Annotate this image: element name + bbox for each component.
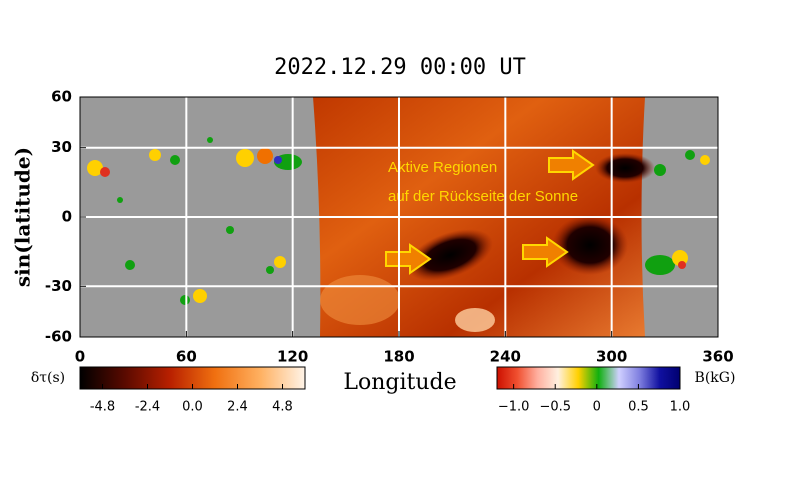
x-tick-label: 0 bbox=[75, 348, 85, 366]
arrows bbox=[385, 149, 595, 275]
x-axis-label: Longitude bbox=[343, 370, 456, 395]
colorbar-tick-label: -2.4 bbox=[135, 400, 160, 415]
colorbar-tick-label: 1.0 bbox=[670, 400, 691, 415]
colorbar-tick-label: -4.8 bbox=[90, 400, 115, 415]
chart-title: 2022.12.29 00:00 UT bbox=[274, 55, 526, 80]
colorbar-label: δτ(s) bbox=[31, 370, 65, 386]
colorbar-tick-label: −1.0 bbox=[498, 400, 530, 415]
y-tick-label: 0 bbox=[62, 208, 72, 226]
x-tick-label: 180 bbox=[383, 348, 414, 366]
x-tick-label: 240 bbox=[490, 348, 521, 366]
colorbar bbox=[496, 366, 681, 390]
bright-patch bbox=[455, 308, 495, 332]
dark-region bbox=[407, 229, 493, 281]
y-tick-label: -60 bbox=[45, 328, 72, 346]
x-tick-label: 120 bbox=[277, 348, 308, 366]
annotation: auf der Rückseite der Sonne bbox=[388, 188, 578, 205]
x-tick-label: 60 bbox=[176, 348, 197, 366]
dark-region bbox=[552, 215, 628, 275]
colorbar-tick-label: 4.8 bbox=[272, 400, 293, 415]
colorbar-tick-label: 0 bbox=[593, 400, 601, 415]
annotation: Aktive Regionen bbox=[388, 159, 497, 176]
colorbar-label: B(kG) bbox=[695, 370, 736, 386]
y-tick-label: 30 bbox=[51, 138, 72, 156]
bright-patch bbox=[320, 275, 400, 325]
x-tick-label: 300 bbox=[596, 348, 627, 366]
magnetic-patches bbox=[87, 137, 710, 305]
x-tick-label: 360 bbox=[702, 348, 733, 366]
y-tick-label: 60 bbox=[51, 88, 72, 106]
colorbar-tick-label: 0.0 bbox=[182, 400, 203, 415]
y-tick-label: -30 bbox=[45, 277, 72, 295]
plot-frame bbox=[79, 96, 719, 338]
dark-region bbox=[595, 153, 655, 183]
colorbar-tick-label: 2.4 bbox=[227, 400, 248, 415]
colorbar-tick-label: −0.5 bbox=[539, 400, 571, 415]
y-axis-label: sin(latitude) bbox=[11, 147, 35, 287]
colorbar-tick-label: 0.5 bbox=[628, 400, 649, 415]
